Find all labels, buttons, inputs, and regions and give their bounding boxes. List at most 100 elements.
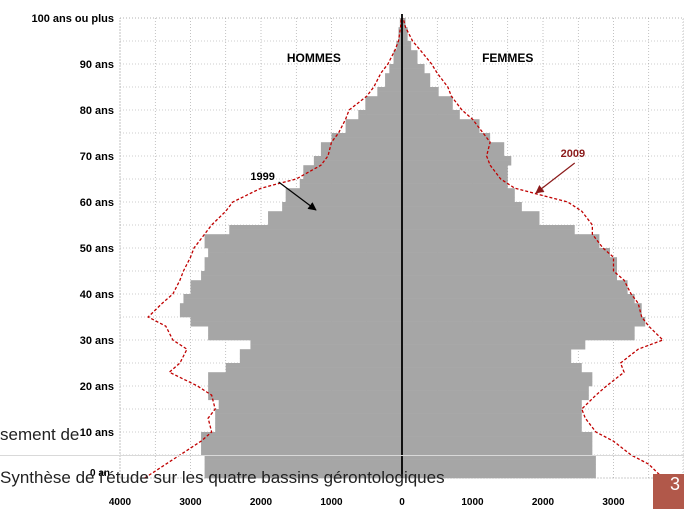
bar-1999-femmes — [402, 353, 572, 359]
bar-1999-hommes — [320, 151, 402, 157]
age-label: 90 ans — [80, 59, 114, 71]
bar-1999-hommes — [190, 280, 402, 286]
bar-1999-hommes — [204, 261, 402, 267]
bar-1999-femmes — [402, 243, 600, 249]
bar-1999-hommes — [204, 257, 402, 263]
bar-1999-femmes — [402, 335, 635, 341]
bar-1999-femmes — [402, 238, 600, 244]
bar-1999-hommes — [208, 335, 402, 341]
bar-1999-femmes — [402, 22, 406, 28]
age-label: 30 ans — [80, 335, 114, 347]
age-label: 80 ans — [80, 105, 114, 117]
bar-1999-hommes — [268, 220, 402, 226]
x-tick-label: 1000 — [320, 497, 343, 508]
bar-1999-hommes — [204, 238, 402, 244]
bar-1999-hommes — [204, 234, 402, 240]
bar-1999-femmes — [402, 82, 431, 88]
bar-1999-femmes — [402, 436, 593, 442]
bar-1999-femmes — [402, 344, 586, 350]
bar-1999-femmes — [402, 77, 431, 83]
bar-1999-femmes — [402, 399, 582, 405]
bar-1999-femmes — [402, 146, 505, 152]
bar-1999-femmes — [402, 50, 418, 56]
age-label: 20 ans — [80, 381, 114, 393]
bar-1999-hommes — [201, 271, 402, 276]
bar-1999-hommes — [385, 82, 402, 88]
bar-1999-hommes — [215, 413, 402, 419]
bar-1999-hommes — [320, 146, 402, 152]
bar-1999-femmes — [402, 87, 439, 92]
bar-1999-femmes — [402, 215, 540, 221]
bar-1999-hommes — [377, 91, 402, 97]
bar-1999-femmes — [402, 220, 540, 226]
bar-1999-hommes — [204, 459, 402, 465]
x-tick-label: 0 — [399, 497, 405, 508]
bar-1999-femmes — [402, 450, 593, 456]
bar-1999-femmes — [402, 100, 453, 106]
x-tick-label: 2000 — [532, 497, 555, 508]
bar-1999-femmes — [402, 266, 618, 272]
bar-1999-femmes — [402, 229, 575, 235]
bar-1999-hommes — [208, 330, 402, 336]
bar-1999-hommes — [208, 326, 402, 332]
bar-1999-hommes — [215, 422, 402, 428]
bar-1999-hommes — [179, 307, 402, 313]
bar-1999-hommes — [365, 105, 402, 111]
age-label: 10 ans — [80, 427, 114, 439]
bar-1999-hommes — [313, 156, 402, 161]
bar-1999-hommes — [204, 473, 402, 479]
bar-1999-femmes — [402, 422, 582, 428]
bar-1999-hommes — [365, 100, 402, 106]
bar-1999-hommes — [385, 77, 402, 83]
bar-1999-femmes — [402, 367, 582, 373]
bar-1999-femmes — [402, 376, 593, 382]
bar-1999-femmes — [402, 59, 418, 65]
bar-1999-hommes — [268, 211, 402, 217]
x-tick-label: 3000 — [602, 497, 625, 508]
bar-1999-hommes — [218, 399, 402, 405]
bar-1999-hommes — [190, 317, 402, 322]
bar-1999-femmes — [402, 165, 508, 171]
bar-1999-femmes — [402, 202, 522, 207]
bar-1999-femmes — [402, 41, 412, 46]
age-label: 50 ans — [80, 243, 114, 255]
bar-1999-femmes — [402, 441, 593, 447]
bar-1999-hommes — [225, 363, 402, 368]
bar-1999-femmes — [402, 179, 508, 184]
bar-1999-femmes — [402, 96, 453, 102]
bar-1999-hommes — [396, 41, 402, 46]
bar-1999-hommes — [201, 445, 402, 451]
bar-1999-hommes — [225, 367, 402, 373]
bar-1999-hommes — [299, 183, 402, 189]
bar-1999-hommes — [183, 298, 402, 304]
x-tick-label: 4000 — [109, 497, 132, 508]
bar-1999-hommes — [208, 376, 402, 382]
bar-1999-femmes — [402, 192, 515, 198]
page-number-badge — [653, 474, 684, 509]
bar-1999-femmes — [402, 307, 642, 313]
age-label: 100 ans ou plus — [31, 13, 114, 25]
panel-label-femmes: FEMMES — [482, 51, 533, 65]
bar-1999-hommes — [358, 110, 402, 115]
bar-1999-femmes — [402, 183, 508, 189]
bar-1999-hommes — [393, 59, 402, 65]
bar-1999-hommes — [303, 165, 402, 171]
bar-1999-hommes — [285, 192, 402, 198]
bar-1999-femmes — [402, 358, 572, 364]
bar-1999-hommes — [215, 409, 402, 414]
bar-1999-hommes — [208, 395, 402, 401]
bar-1999-femmes — [402, 206, 522, 212]
bar-1999-femmes — [402, 294, 635, 299]
bar-1999-hommes — [190, 321, 402, 327]
bar-1999-hommes — [331, 133, 402, 138]
bar-1999-femmes — [402, 257, 618, 263]
bar-1999-femmes — [402, 225, 575, 230]
bar-1999-femmes — [402, 197, 515, 203]
bar-1999-hommes — [398, 36, 402, 42]
bar-1999-femmes — [402, 105, 453, 111]
bar-1999-hommes — [239, 349, 402, 355]
bar-1999-femmes — [402, 211, 540, 217]
bar-1999-hommes — [365, 96, 402, 102]
bar-1999-femmes — [402, 386, 589, 391]
